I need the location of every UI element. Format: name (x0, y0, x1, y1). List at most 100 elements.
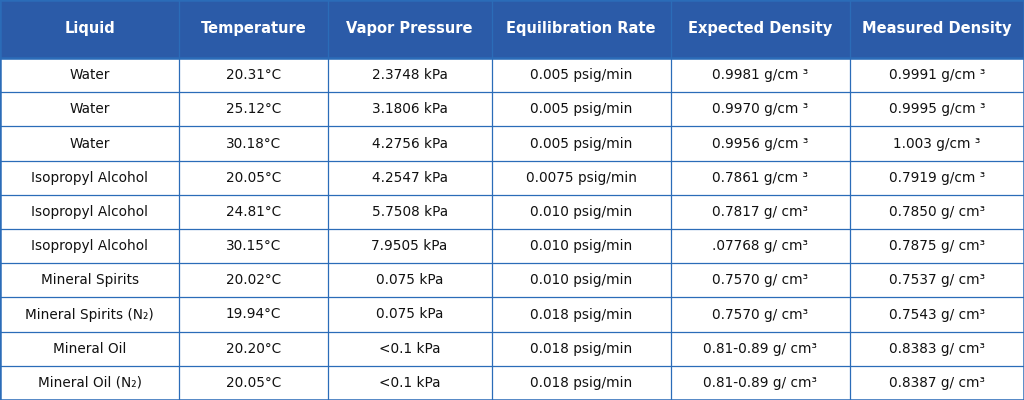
Text: 0.9981 g/cm ³: 0.9981 g/cm ³ (713, 68, 808, 82)
Bar (492, 229, 671, 263)
Bar (179, 92, 328, 126)
Bar (0, 58, 179, 92)
Bar (492, 298, 671, 332)
Text: Mineral Oil: Mineral Oil (53, 342, 126, 356)
Text: 0.7875 g/ cm³: 0.7875 g/ cm³ (889, 239, 985, 253)
Text: 0.075 kPa: 0.075 kPa (376, 308, 443, 322)
Text: 4.2756 kPa: 4.2756 kPa (372, 136, 447, 150)
Text: Isopropyl Alcohol: Isopropyl Alcohol (31, 239, 148, 253)
Text: 19.94°C: 19.94°C (225, 308, 282, 322)
Text: 30.18°C: 30.18°C (226, 136, 281, 150)
Bar (0, 195, 179, 229)
Text: 0.7817 g/ cm³: 0.7817 g/ cm³ (713, 205, 808, 219)
Bar (179, 195, 328, 229)
Text: 2.3748 kPa: 2.3748 kPa (372, 68, 447, 82)
Bar (850, 263, 1024, 298)
Text: 0.7850 g/ cm³: 0.7850 g/ cm³ (889, 205, 985, 219)
Bar (671, 0, 850, 58)
Bar (179, 298, 328, 332)
Bar (671, 92, 850, 126)
Text: 0.8383 g/ cm³: 0.8383 g/ cm³ (889, 342, 985, 356)
Bar (492, 263, 671, 298)
Text: 0.018 psig/min: 0.018 psig/min (530, 376, 632, 390)
Bar (328, 366, 492, 400)
Bar (671, 195, 850, 229)
Bar (492, 0, 671, 58)
Text: Isopropyl Alcohol: Isopropyl Alcohol (31, 205, 148, 219)
Bar (179, 332, 328, 366)
Text: 20.05°C: 20.05°C (226, 376, 281, 390)
Bar (328, 126, 492, 161)
Bar (850, 195, 1024, 229)
Bar (671, 229, 850, 263)
Text: Liquid: Liquid (65, 22, 115, 36)
Text: 0.010 psig/min: 0.010 psig/min (530, 273, 632, 287)
Text: <0.1 kPa: <0.1 kPa (379, 376, 440, 390)
Text: 0.9995 g/cm ³: 0.9995 g/cm ³ (889, 102, 985, 116)
Bar (850, 126, 1024, 161)
Text: 0.7919 g/cm ³: 0.7919 g/cm ³ (889, 171, 985, 185)
Text: Water: Water (70, 136, 110, 150)
Text: 0.010 psig/min: 0.010 psig/min (530, 205, 632, 219)
Text: Vapor Pressure: Vapor Pressure (346, 22, 473, 36)
Text: 0.018 psig/min: 0.018 psig/min (530, 342, 632, 356)
Bar (492, 366, 671, 400)
Bar (492, 332, 671, 366)
Text: 0.7537 g/ cm³: 0.7537 g/ cm³ (889, 273, 985, 287)
Text: 0.9991 g/cm ³: 0.9991 g/cm ³ (889, 68, 985, 82)
Text: 4.2547 kPa: 4.2547 kPa (372, 171, 447, 185)
Text: 30.15°C: 30.15°C (226, 239, 281, 253)
Bar (850, 229, 1024, 263)
Bar (328, 229, 492, 263)
Text: 0.7570 g/ cm³: 0.7570 g/ cm³ (713, 273, 808, 287)
Bar (671, 332, 850, 366)
Bar (671, 298, 850, 332)
Bar (179, 58, 328, 92)
Text: 25.12°C: 25.12°C (226, 102, 281, 116)
Text: 0.81-0.89 g/ cm³: 0.81-0.89 g/ cm³ (703, 376, 817, 390)
Text: .07768 g/ cm³: .07768 g/ cm³ (713, 239, 808, 253)
Bar (328, 160, 492, 195)
Bar (179, 160, 328, 195)
Text: Water: Water (70, 68, 110, 82)
Text: 0.8387 g/ cm³: 0.8387 g/ cm³ (889, 376, 985, 390)
Text: 24.81°C: 24.81°C (226, 205, 281, 219)
Bar (328, 0, 492, 58)
Bar (328, 195, 492, 229)
Bar (671, 160, 850, 195)
Bar (492, 126, 671, 161)
Text: 0.7570 g/ cm³: 0.7570 g/ cm³ (713, 308, 808, 322)
Bar (0, 126, 179, 161)
Text: 0.005 psig/min: 0.005 psig/min (530, 68, 632, 82)
Text: Mineral Oil (N₂): Mineral Oil (N₂) (38, 376, 141, 390)
Text: Measured Density: Measured Density (862, 22, 1012, 36)
Text: 20.02°C: 20.02°C (226, 273, 281, 287)
Bar (179, 366, 328, 400)
Bar (0, 332, 179, 366)
Bar (850, 92, 1024, 126)
Bar (492, 92, 671, 126)
Bar (492, 195, 671, 229)
Text: Isopropyl Alcohol: Isopropyl Alcohol (31, 171, 148, 185)
Text: 0.018 psig/min: 0.018 psig/min (530, 308, 632, 322)
Bar (328, 332, 492, 366)
Text: 20.20°C: 20.20°C (226, 342, 281, 356)
Bar (328, 92, 492, 126)
Text: Expected Density: Expected Density (688, 22, 833, 36)
Bar (850, 298, 1024, 332)
Bar (0, 0, 179, 58)
Bar (328, 298, 492, 332)
Text: 1.003 g/cm ³: 1.003 g/cm ³ (893, 136, 981, 150)
Text: Temperature: Temperature (201, 22, 306, 36)
Text: 7.9505 kPa: 7.9505 kPa (372, 239, 447, 253)
Bar (0, 229, 179, 263)
Text: Water: Water (70, 102, 110, 116)
Bar (0, 298, 179, 332)
Bar (328, 263, 492, 298)
Text: 0.7861 g/cm ³: 0.7861 g/cm ³ (713, 171, 808, 185)
Bar (0, 366, 179, 400)
Bar (671, 126, 850, 161)
Text: 0.9970 g/cm ³: 0.9970 g/cm ³ (713, 102, 808, 116)
Text: 20.05°C: 20.05°C (226, 171, 281, 185)
Bar (179, 263, 328, 298)
